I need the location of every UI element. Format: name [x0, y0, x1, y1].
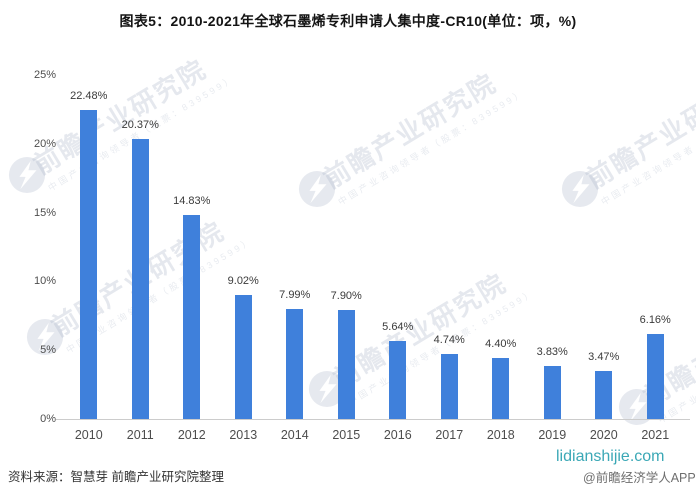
y-tick-label: 0% [40, 413, 56, 425]
bar-2011 [131, 138, 149, 419]
watermark-tile: 前瞻产业研究院中国产业咨询领导者（股票：839599） [561, 68, 696, 208]
x-tick-label-2018: 2018 [486, 428, 515, 442]
website-watermark: lidianshijie.com [556, 448, 665, 465]
value-label-2018: 4.40% [485, 338, 517, 351]
bar-2018 [492, 358, 510, 419]
value-label-2015: 7.90% [330, 290, 362, 303]
x-tick-label-2016: 2016 [383, 428, 412, 442]
value-label-2017: 4.74% [433, 333, 465, 346]
bar-2021 [646, 334, 664, 419]
bar-2020 [595, 371, 613, 419]
watermark-main-text: 前瞻产业研究院 [638, 285, 696, 413]
chart-title: 图表5：2010-2021年全球石墨烯专利申请人集中度-CR10(单位：项，%) [119, 13, 577, 29]
x-axis-line [56, 419, 690, 420]
x-tick-label-2021: 2021 [641, 428, 670, 442]
bar-2013 [234, 294, 252, 419]
y-tick-label: 20% [33, 137, 56, 150]
bar-2014 [286, 309, 304, 419]
x-tick-label-2020: 2020 [589, 428, 618, 442]
watermark-text: 前瞻产业研究院中国产业咨询领导者（股票：839599） [316, 53, 527, 208]
x-tick-label-2017: 2017 [435, 428, 464, 442]
x-tick-label-2015: 2015 [332, 428, 361, 442]
qianzhan-logo-icon [8, 156, 46, 194]
bar-2012 [183, 214, 201, 419]
watermark-main-text: 前瞻产业研究院 [28, 53, 212, 181]
value-label-2020: 3.47% [588, 351, 620, 364]
bar-2016 [389, 341, 407, 419]
y-tick-label: 15% [33, 206, 56, 219]
value-label-2021: 6.16% [639, 314, 671, 327]
watermark-text: 前瞻产业研究院中国产业咨询领导者（股票：839599） [636, 271, 696, 426]
bar-2010 [80, 109, 98, 419]
x-tick-label-2011: 2011 [126, 428, 154, 442]
value-label-2010: 22.48% [70, 89, 108, 102]
value-label-2014: 7.99% [279, 289, 311, 302]
bar-2015 [337, 310, 355, 419]
value-label-2012: 14.83% [173, 194, 211, 207]
watermark-main-text: 前瞻产业研究院 [318, 67, 502, 195]
x-tick-label-2014: 2014 [280, 428, 309, 442]
x-tick-label-2019: 2019 [538, 428, 567, 442]
watermark-tile: 前瞻产业研究院中国产业咨询领导者（股票：839599） [298, 68, 527, 208]
y-tick-label: 10% [33, 275, 56, 288]
data-source-note: 资料来源：智慧芽 前瞻产业研究院整理 [8, 470, 224, 484]
watermark-sub-text: 中国产业咨询领导者（股票：839599） [336, 87, 527, 208]
x-tick-label-2013: 2013 [229, 428, 258, 442]
watermark-sub-text: 中国产业咨询领导者（股票：839599） [599, 87, 696, 208]
value-label-2013: 9.02% [227, 274, 259, 287]
watermark-tile: 前瞻产业研究院中国产业咨询领导者（股票：839599） [8, 54, 237, 194]
bar-2017 [440, 353, 458, 419]
qianzhan-logo-icon [298, 170, 336, 208]
y-tick-label: 25% [33, 69, 56, 81]
watermark-main-text: 前瞻产业研究院 [581, 67, 696, 195]
bar-2019 [543, 366, 561, 419]
value-label-2019: 3.83% [536, 346, 568, 359]
x-tick-label-2012: 2012 [177, 428, 206, 442]
app-handle: @前瞻经济学人APP [583, 471, 696, 485]
value-label-2016: 5.64% [382, 321, 414, 334]
qianzhan-logo-icon [561, 170, 599, 208]
watermark-text: 前瞻产业研究院中国产业咨询领导者（股票：839599） [579, 53, 696, 208]
x-tick-label-2010: 2010 [74, 428, 103, 442]
y-tick-label: 5% [40, 344, 56, 357]
value-label-2011: 20.37% [121, 118, 159, 131]
